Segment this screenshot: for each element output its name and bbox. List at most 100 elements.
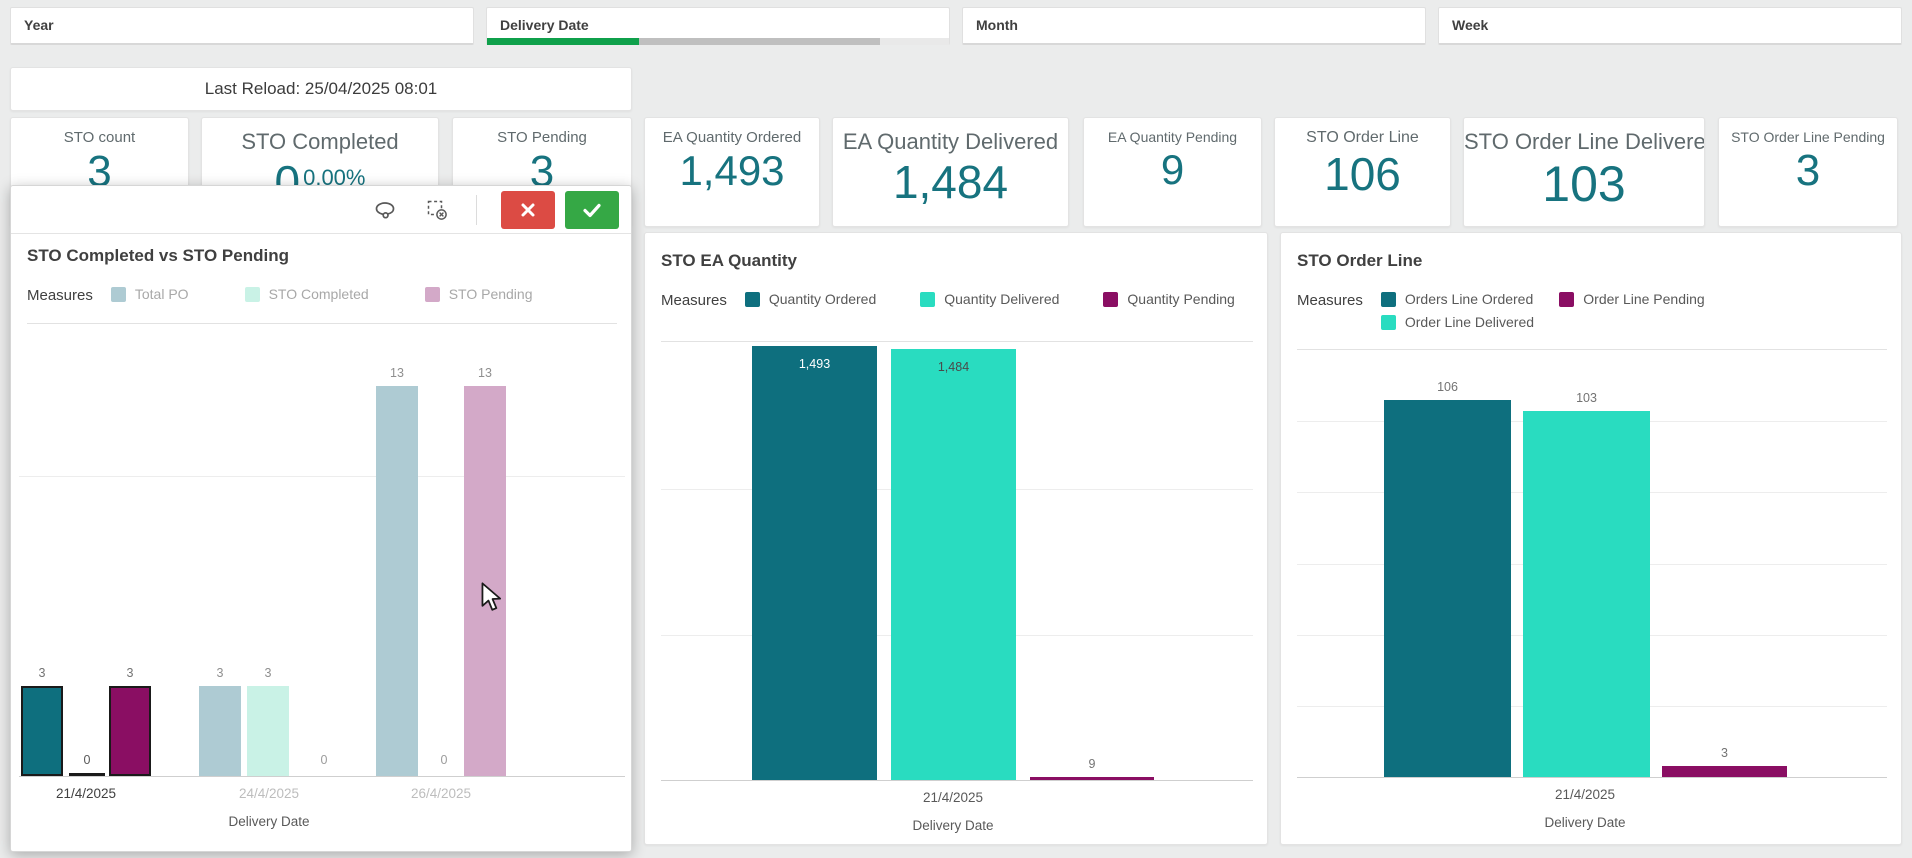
legend-item-sto-pending: STO Pending — [424, 286, 532, 302]
kpi-title: STO count — [63, 129, 136, 146]
chart-card-sto-completed-vs-pending: STO Completed vs STO Pending Measures Tot… — [10, 185, 632, 852]
x-tick-label: 21/4/2025 — [922, 790, 984, 805]
kpi-value-row: 103 — [1464, 159, 1704, 209]
legend-items: Total PO STO Completed STO Pending — [110, 286, 571, 302]
legend-items: Orders Line Ordered Order Line Pending Ord… — [1380, 291, 1801, 330]
filter-tile-week[interactable]: Week — [1438, 7, 1902, 45]
kpi-value-row: 3 — [1719, 149, 1897, 193]
bar-value-label: 106 — [1437, 380, 1458, 394]
plot-area: 106 103 3 — [1297, 349, 1887, 778]
x-tick-label[interactable]: 24/4/2025 — [238, 786, 300, 801]
chart-title: STO EA Quantity — [661, 251, 798, 270]
bar-value-label: 3 — [126, 666, 134, 680]
bar-value-label: 1,484 — [937, 360, 970, 374]
bar-quantity-ordered-21-4-2025[interactable] — [752, 346, 877, 780]
legend-swatch — [1380, 291, 1396, 307]
bar-quantity-delivered-21-4-2025[interactable] — [891, 349, 1016, 780]
legend-item-quantity-pending: Quantity Pending — [1103, 291, 1235, 307]
legend-item-sto-completed: STO Completed — [244, 286, 369, 302]
selection-toolbar — [11, 186, 631, 234]
kpi-value-row: 9 — [1084, 149, 1261, 191]
kpi-value: 1,493 — [679, 147, 785, 194]
kpi-value: 106 — [1324, 148, 1401, 200]
bar-total-po-21-4-2025[interactable] — [21, 686, 63, 776]
kpi-card-sto-order-line: STO Order Line 106 — [1274, 117, 1451, 227]
legend-label: Quantity Ordered — [768, 291, 877, 307]
bar-sto-completed-21-4-2025[interactable] — [69, 773, 105, 776]
x-axis-line — [19, 776, 625, 777]
bar-sto-pending-26-4-2025[interactable] — [464, 386, 506, 776]
kpi-card-ea-quantity-delivered: EA Quantity Delivered 1,484 — [832, 117, 1069, 227]
filter-label: Week — [1452, 17, 1489, 33]
x-mark-icon — [521, 203, 535, 216]
legend-title: Measures — [1297, 292, 1363, 309]
x-tick-label[interactable]: 21/4/2025 — [55, 786, 117, 801]
kpi-value-row: 1,493 — [645, 150, 819, 192]
x-tick-label: 21/4/2025 — [1554, 787, 1616, 802]
kpi-card-sto-order-line-pending: STO Order Line Pending 3 — [1718, 117, 1898, 227]
selection-progress-bar — [487, 38, 949, 45]
legend-title: Measures — [661, 292, 727, 309]
bar-total-po-26-4-2025[interactable] — [376, 386, 418, 776]
bar-value-label: 13 — [390, 366, 404, 380]
selection-bar-selected-segment — [487, 38, 640, 45]
mouse-cursor — [480, 582, 504, 617]
chart-card-sto-order-line: STO Order Line Measures Orders Line Order… — [1280, 232, 1902, 845]
bar-sto-completed-24-4-2025[interactable] — [247, 686, 289, 776]
cancel-selection-button[interactable] — [501, 190, 555, 229]
kpi-title: EA Quantity Ordered — [662, 129, 802, 146]
bar-total-po-24-4-2025[interactable] — [199, 686, 241, 776]
kpi-value: 9 — [1160, 146, 1185, 193]
legend-swatch — [110, 286, 126, 302]
chart-legend: Measures Orders Line Ordered Order Line Pe… — [1297, 291, 1817, 330]
gridline — [19, 476, 625, 477]
filter-tile-delivery-date[interactable]: Delivery Date — [486, 7, 950, 45]
x-axis-title: Delivery Date — [912, 818, 994, 833]
legend-separator — [661, 341, 1253, 342]
bar-value-label: 1,493 — [798, 357, 831, 371]
kpi-value-row: 1,484 — [833, 159, 1068, 205]
bar-value-label: 13 — [478, 366, 492, 380]
kpi-title: STO Order Line Delivered — [1464, 129, 1704, 154]
bar-value-label: 3 — [264, 666, 272, 680]
lasso-icon[interactable] — [372, 197, 398, 223]
chart-legend: Measures Quantity Ordered Quantity Deliver… — [661, 291, 1253, 309]
legend-swatch — [1103, 291, 1119, 307]
kpi-value-row: 106 — [1275, 151, 1450, 197]
kpi-value: 103 — [1542, 156, 1626, 212]
bar-orders-line-ordered-21-4-2025[interactable] — [1384, 400, 1511, 777]
confirm-selection-button[interactable] — [565, 190, 619, 229]
filter-label: Year — [24, 17, 54, 33]
x-tick-label[interactable]: 26/4/2025 — [410, 786, 472, 801]
kpi-card-ea-quantity-ordered: EA Quantity Ordered 1,493 — [644, 117, 820, 227]
filter-tile-year[interactable]: Year — [10, 7, 474, 45]
bar-order-line-delivered-21-4-2025[interactable] — [1523, 411, 1650, 777]
bar-value-label: 3 — [38, 666, 46, 680]
legend-item-total-po: Total PO — [110, 286, 189, 302]
bar-order-line-pending-21-4-2025[interactable] — [1662, 766, 1787, 777]
legend-swatch — [1559, 291, 1575, 307]
kpi-title: STO Order Line — [1306, 129, 1419, 146]
bar-quantity-pending-21-4-2025[interactable] — [1030, 777, 1154, 780]
kpi-value: 3 — [1795, 146, 1821, 195]
x-axis-line — [1297, 777, 1887, 778]
selection-bar-alternative-segment — [639, 38, 880, 45]
legend-label: Order Line Delivered — [1404, 314, 1535, 330]
legend-label: Order Line Pending — [1583, 291, 1705, 307]
bar-value-label: 0 — [320, 753, 328, 767]
filter-tile-month[interactable]: Month — [962, 7, 1426, 45]
last-reload-text: Last Reload: 25/04/2025 08:01 — [204, 79, 438, 98]
selection-bar-excluded-segment — [879, 38, 949, 45]
chart-card-sto-ea-quantity: STO EA Quantity Measures Quantity Ordered… — [644, 232, 1268, 845]
bar-sto-pending-21-4-2025[interactable] — [109, 686, 151, 776]
legend-swatch — [1380, 314, 1396, 330]
kpi-title: STO Pending — [497, 129, 587, 146]
kpi-title: EA Quantity Delivered — [842, 129, 1059, 154]
toolbar-divider — [476, 194, 477, 225]
legend-label: Total PO — [134, 286, 189, 302]
legend-swatch — [744, 291, 760, 307]
filter-label: Delivery Date — [500, 17, 589, 33]
x-axis-title: Delivery Date — [1544, 815, 1626, 830]
bar-value-label: 0 — [83, 753, 91, 767]
clear-selection-icon[interactable] — [424, 197, 450, 223]
